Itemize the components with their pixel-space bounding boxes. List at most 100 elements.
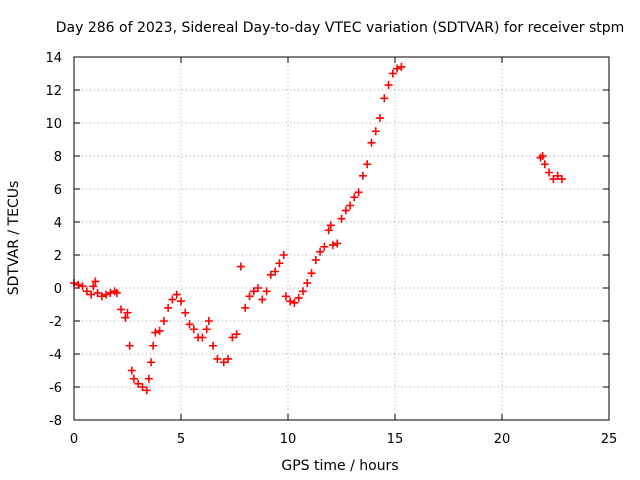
data-point <box>249 287 258 296</box>
x-tick-label: 5 <box>177 432 185 447</box>
plot-frame <box>73 56 610 421</box>
x-tick-label: 15 <box>387 432 404 447</box>
data-point <box>286 297 295 306</box>
data-series-stpm <box>70 62 566 395</box>
y-tick-label: -6 <box>49 381 62 396</box>
data-point <box>93 288 102 297</box>
data-point <box>236 262 245 271</box>
x-tick-label: 25 <box>601 432 618 447</box>
data-point <box>557 175 566 184</box>
data-point <box>275 259 284 268</box>
data-point <box>553 171 562 180</box>
data-point <box>307 269 316 278</box>
x-tick-label: 10 <box>280 432 297 447</box>
data-point <box>371 127 380 136</box>
data-point <box>125 341 134 350</box>
data-point <box>254 284 263 292</box>
data-point <box>155 326 164 335</box>
y-tick-label: 10 <box>45 117 62 132</box>
data-point <box>266 270 275 279</box>
y-tick-label: 8 <box>54 150 62 165</box>
data-point <box>326 221 335 230</box>
data-point <box>393 64 402 73</box>
data-point <box>102 290 111 299</box>
data-point <box>213 354 222 363</box>
data-point <box>144 374 153 383</box>
data-point <box>142 386 151 395</box>
data-point <box>159 317 168 325</box>
data-point <box>294 293 303 302</box>
data-point <box>341 206 350 215</box>
data-point <box>380 94 389 103</box>
data-point <box>82 287 91 296</box>
data-point <box>168 295 177 304</box>
data-point <box>258 295 267 304</box>
data-point <box>149 341 158 350</box>
y-tick-label: -4 <box>49 348 62 363</box>
data-point <box>87 290 96 299</box>
data-point <box>354 188 363 197</box>
data-point <box>134 379 143 388</box>
data-point <box>209 341 218 350</box>
data-point <box>164 303 173 312</box>
data-point <box>202 325 211 334</box>
x-tick-label: 0 <box>70 432 78 447</box>
x-tick-label: 20 <box>494 432 511 447</box>
data-point <box>262 287 271 296</box>
data-point <box>78 282 87 291</box>
data-point <box>177 297 185 306</box>
y-axis-label: SDTVAR / TECUs <box>6 181 22 296</box>
data-point <box>138 383 147 391</box>
y-tick-label: 4 <box>54 216 62 231</box>
data-point <box>316 247 325 256</box>
data-point <box>198 333 207 342</box>
y-tick-label: 14 <box>45 51 62 66</box>
y-tick-label: 0 <box>54 282 62 297</box>
data-point <box>129 374 138 383</box>
data-point <box>279 251 288 259</box>
y-tick-label: 12 <box>45 84 62 99</box>
data-point <box>224 354 233 363</box>
data-point <box>290 298 299 307</box>
data-point <box>121 313 130 322</box>
data-point <box>376 114 385 123</box>
data-point <box>346 201 355 210</box>
data-point <box>181 308 190 317</box>
data-point <box>549 175 558 184</box>
data-point <box>127 366 136 375</box>
data-point <box>117 305 126 314</box>
y-tick-label: -8 <box>49 414 62 429</box>
data-point <box>228 333 237 342</box>
data-point <box>204 317 213 325</box>
data-point <box>367 138 376 147</box>
x-axis-label: GPS time / hours <box>281 458 398 474</box>
data-point <box>363 160 372 169</box>
data-point <box>172 290 181 299</box>
data-point <box>320 242 329 251</box>
data-point <box>397 62 406 71</box>
data-point <box>358 171 367 180</box>
data-point <box>123 308 132 317</box>
data-point <box>151 328 160 337</box>
data-point <box>388 69 397 78</box>
data-point <box>271 267 280 276</box>
data-point <box>311 255 320 264</box>
data-point <box>91 277 100 286</box>
data-point <box>185 320 194 329</box>
data-point <box>219 358 228 367</box>
data-point <box>112 288 121 297</box>
data-point <box>189 325 198 334</box>
data-point <box>545 168 554 177</box>
data-point <box>74 280 83 289</box>
data-point <box>333 239 342 248</box>
data-point <box>241 303 250 312</box>
y-tick-label: 2 <box>54 249 62 264</box>
data-point <box>337 214 346 223</box>
data-point <box>232 330 241 339</box>
y-tick-label: 6 <box>54 183 62 198</box>
data-point <box>298 287 307 296</box>
axis-ticks: 0 5 10 15 20 25 -8 -6 -4 -2 0 2 4 6 8 10 12 14 <box>45 51 617 447</box>
data-point <box>303 279 312 288</box>
chart-title: Day 286 of 2023, Sidereal Day-to-day VTE… <box>56 20 625 36</box>
